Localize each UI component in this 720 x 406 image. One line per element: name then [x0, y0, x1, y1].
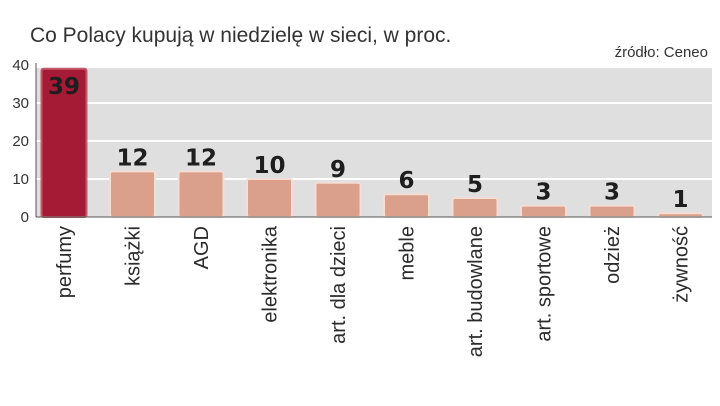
bar-value-label: 3: [535, 180, 551, 206]
bar: [451, 197, 499, 218]
category-label: art. budowlane: [465, 226, 487, 357]
bar-value-label: 9: [330, 157, 346, 183]
bar-value-label: 12: [185, 145, 217, 171]
bar: [314, 181, 362, 219]
y-tick-label: 10: [12, 171, 29, 188]
bar: [657, 212, 704, 218]
bar-value-label: 1: [672, 187, 688, 213]
bar: [246, 178, 293, 218]
bar: [177, 170, 225, 218]
source-note: źródło: Ceneo: [614, 44, 708, 61]
bar: [109, 170, 156, 218]
bar-value-label: 5: [467, 172, 483, 198]
category-label: meble: [397, 226, 419, 280]
y-tick-label: 20: [12, 133, 29, 150]
y-tick-label: 30: [12, 95, 29, 112]
category-label: AGD: [191, 226, 213, 269]
category-label: żywność: [671, 226, 693, 303]
category-label: art. dla dzieci: [328, 226, 350, 344]
category-label: elektronika: [260, 225, 282, 323]
chart-title: Co Polacy kupują w niedzielę w sieci, w …: [30, 24, 452, 47]
bar-value-label: 3: [604, 180, 620, 206]
category-label: perfumy: [54, 226, 76, 298]
category-label: odzież: [602, 226, 624, 284]
bar: [520, 204, 567, 219]
bar: [383, 193, 430, 218]
bar-value-label: 12: [116, 145, 148, 171]
category-label: książki: [123, 226, 145, 286]
y-tick-label: 0: [21, 209, 29, 226]
bar-value-label: 6: [398, 168, 414, 194]
y-tick-label: 40: [12, 57, 29, 74]
category-label: art. sportowe: [534, 226, 556, 342]
bar: [588, 204, 636, 219]
bar-value-label: 10: [253, 153, 285, 179]
bar-value-label: 39: [48, 74, 80, 100]
